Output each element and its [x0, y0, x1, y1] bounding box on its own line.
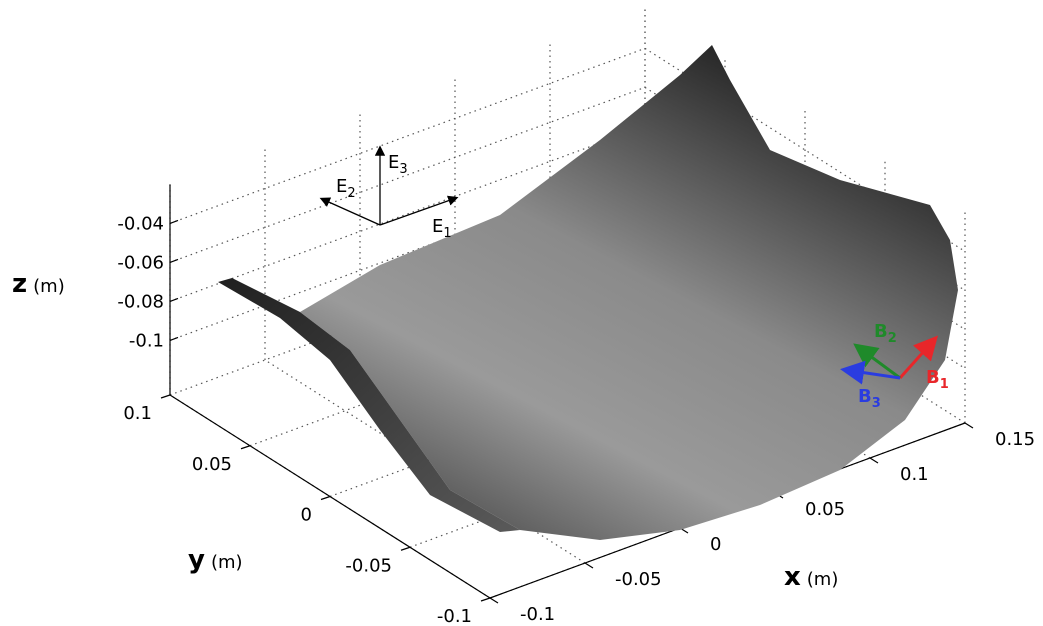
axes [160, 184, 974, 604]
b1-arrow [898, 335, 939, 380]
x-tick [489, 597, 499, 604]
vector-subscript: 3 [872, 396, 881, 411]
x-tick [964, 422, 974, 429]
vector-subscript: 3 [399, 162, 407, 177]
grid-line [169, 125, 646, 302]
z-tick-label: -0.06 [117, 252, 164, 273]
vector-subscript: 1 [940, 377, 949, 392]
vector-letter: B [926, 367, 940, 388]
vector-subscript: 2 [888, 331, 897, 346]
grid-line [169, 86, 646, 263]
xlabel-symbol: x [784, 562, 801, 592]
b2-arrow [853, 343, 901, 380]
vector-letter: B [858, 386, 872, 407]
vector-letter: B [874, 321, 888, 342]
x-tick-label: 0.05 [805, 499, 845, 520]
zlabel-unit: (m) [33, 276, 65, 297]
vector-letter: E [432, 216, 443, 237]
zlabel-axis-label: z (m) [12, 269, 65, 299]
vector-label: E2 [336, 176, 356, 201]
y-tick [480, 597, 491, 602]
grid-line [169, 164, 646, 341]
xlabel-axis-label: x (m) [784, 562, 838, 592]
y-tick-label: -0.1 [437, 606, 472, 626]
vector-label: E1 [432, 216, 452, 241]
e2-arrow [319, 197, 381, 226]
vector-subscript: 2 [347, 186, 355, 201]
x-tick [869, 457, 879, 464]
x-tick-label: -0.1 [520, 604, 555, 625]
vector-arrows [319, 145, 939, 385]
ylabel-axis-label: y (m) [188, 545, 243, 575]
vector-subscript: 1 [443, 226, 451, 241]
vector-label: B3 [858, 386, 881, 411]
x-tick-label: 0 [710, 534, 721, 555]
vector-label: E3 [388, 152, 408, 177]
grid-line [169, 47, 646, 224]
surface [300, 45, 958, 540]
ylabel-symbol: y [188, 545, 205, 575]
surface-edge [218, 278, 520, 532]
labels: -0.1 -0.05 0 0.05 0.1 0.15 -0.1 -0.05 0 0.05 0.1 -0… [12, 152, 1035, 626]
y-tick [240, 445, 251, 450]
x-tick-label: -0.05 [615, 569, 662, 590]
y-tick-label: -0.05 [345, 555, 392, 576]
vector-letter: E [388, 152, 399, 173]
z-tick-label: -0.08 [117, 291, 164, 312]
y-tick [160, 394, 171, 399]
y-tick [400, 546, 411, 551]
ylabel-unit: (m) [211, 552, 243, 573]
z-tick [169, 219, 179, 224]
y-tick-label: 0.1 [123, 403, 152, 424]
z-tick-label: -0.1 [129, 330, 164, 351]
x-tick [584, 562, 594, 569]
y-tick [320, 495, 331, 501]
y-tick-label: 0 [301, 505, 312, 526]
z-tick [169, 336, 179, 341]
x-tick-label: 0.1 [900, 464, 929, 485]
xlabel-unit: (m) [807, 569, 839, 590]
x-tick-label: 0.15 [995, 429, 1035, 450]
y-tick-label: 0.05 [192, 454, 232, 475]
z-tick-label: -0.04 [117, 213, 164, 234]
vector-label: B1 [926, 367, 949, 392]
vector-letter: E [336, 176, 347, 197]
z-tick [169, 258, 179, 263]
e1-arrow [379, 195, 459, 226]
zlabel-symbol: z [12, 269, 27, 299]
vector-label: B2 [874, 321, 897, 346]
z-tick [169, 297, 179, 302]
b3-arrow [840, 360, 901, 385]
